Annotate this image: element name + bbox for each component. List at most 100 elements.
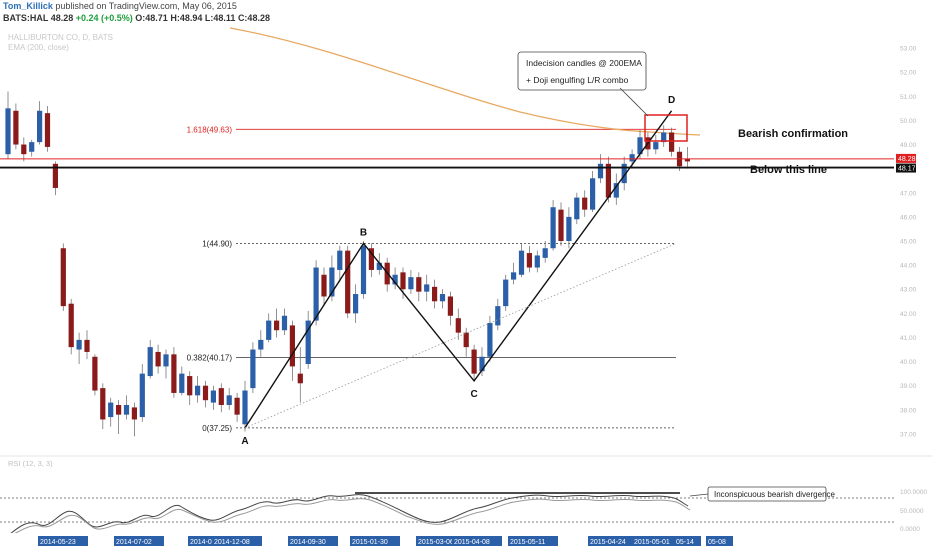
ema-label: EMA (200, close) [8, 43, 69, 52]
candle-body [329, 267, 335, 297]
divergence-pointer [689, 493, 709, 497]
candle-body [526, 253, 532, 268]
chart-title: HALLIBURTON CO, D, BATS [8, 33, 113, 42]
rsi-signal-line [9, 498, 691, 537]
candle-body [613, 183, 619, 198]
price-tick-label: 50.00 [900, 118, 917, 125]
candle-body [210, 390, 216, 403]
indecision-box [644, 114, 688, 142]
date-tag [452, 536, 502, 546]
date-label: 05-08 [708, 539, 726, 546]
date-label: 2015-04-24 [590, 539, 626, 546]
candle-body [179, 373, 185, 393]
candle-body [542, 248, 548, 258]
candle-body [360, 245, 367, 295]
candle-body [139, 373, 145, 418]
ohlc-close: C:48.28 [237, 13, 270, 23]
candle-body [44, 113, 51, 147]
price-tick-label: 51.00 [900, 94, 917, 101]
date-label: 2015-03-06 [418, 539, 454, 546]
candle-body [52, 163, 58, 188]
date-tag [212, 536, 262, 546]
rsi-line [9, 494, 689, 535]
author-link[interactable]: Tom_Killick [3, 1, 53, 11]
fib-label: 0(37.25) [202, 424, 232, 433]
price-tick-label: 47.00 [900, 190, 917, 197]
candle-body [92, 356, 98, 391]
candle-body [147, 347, 153, 377]
bearish-confirmation-text: Bearish confirmation [738, 128, 848, 140]
candles [5, 91, 690, 437]
candle-body [108, 402, 114, 418]
candle-body [424, 284, 430, 292]
date-label: 2015-05-11 [510, 539, 545, 546]
date-tag [350, 536, 400, 546]
point-label-c: C [470, 389, 477, 400]
price-tick-label: 53.00 [900, 46, 917, 53]
candle-body [637, 137, 643, 155]
date-axis: 2014-05-23 2014-07-02 2014-08-082014-12-08… [38, 536, 733, 546]
fib-label: 1.618(49.63) [187, 125, 233, 134]
candle-body [163, 354, 169, 367]
abcd-pattern: A B C D [241, 95, 677, 447]
ohlc-low: L:48.11 [204, 13, 236, 23]
candle-body [234, 397, 240, 415]
candle-body [479, 356, 485, 372]
candle-body [669, 132, 675, 152]
divergence-text: Inconspicuous bearish divergence [714, 490, 836, 499]
candle-body [258, 339, 264, 350]
rsi-tick-0: 0.0000 [900, 526, 920, 533]
candle-body [463, 332, 469, 348]
date-tag [632, 536, 682, 546]
price-tick-label: 38.00 [900, 407, 917, 414]
candle-body [313, 267, 319, 321]
price-change: +0.24 (+0.5%) [75, 13, 133, 23]
price-axis: 53.0052.0051.0050.0049.0048.0047.0046.00… [900, 46, 917, 439]
candle-body [337, 250, 343, 270]
point-label-b: B [360, 227, 367, 238]
price-tick-label: 40.00 [900, 359, 917, 366]
header-bar: Tom_Killick published on TradingView.com… [0, 0, 932, 26]
ac-trendline [244, 243, 677, 429]
candle-body [60, 248, 66, 307]
point-label-a: A [241, 436, 248, 447]
candle-body [13, 110, 19, 145]
candle-body [597, 163, 604, 179]
below-line-text: Below this line [750, 164, 827, 176]
price-tick-label: 42.00 [900, 311, 917, 318]
candle-body [37, 110, 43, 143]
indecision-callout: Indecision candles @ 200EMA + Doji engul… [517, 51, 649, 117]
candle-body [518, 250, 525, 275]
date-label: 05-14 [676, 539, 694, 546]
abcd-line [244, 110, 673, 429]
candle-body [84, 339, 90, 352]
candle-body [566, 216, 572, 241]
price-chart[interactable]: 53.0052.0051.0050.0049.0048.0047.0046.00… [0, 26, 932, 550]
candle-body [281, 315, 288, 331]
candle-body [439, 294, 446, 302]
candle-body [582, 197, 588, 210]
date-label: 2015-01-30 [352, 539, 388, 546]
candle-body [400, 272, 406, 290]
candle-body [534, 255, 540, 268]
candle-body [226, 395, 232, 405]
date-tag [38, 536, 88, 546]
date-label: 2015-05-01 [634, 539, 670, 546]
candle-body [558, 209, 564, 241]
candle-body [503, 279, 509, 307]
candle-body [218, 388, 224, 405]
price-tick-label: 39.00 [900, 383, 917, 390]
candle-body [684, 159, 690, 162]
date-tag [588, 536, 638, 546]
candle-body [629, 154, 635, 162]
candle-body [5, 108, 11, 155]
symbol-name: BATS:HAL [3, 13, 49, 23]
price-tick-label: 44.00 [900, 263, 917, 270]
candle-body [368, 248, 374, 270]
date-label: 2014-08-08 [190, 539, 226, 546]
candle-body [116, 405, 122, 415]
divergence-callout: Inconspicuous bearish divergence [689, 486, 836, 502]
ohlc-high: H:48.94 [170, 13, 203, 23]
candle-body [297, 373, 303, 384]
date-tag [706, 536, 733, 546]
